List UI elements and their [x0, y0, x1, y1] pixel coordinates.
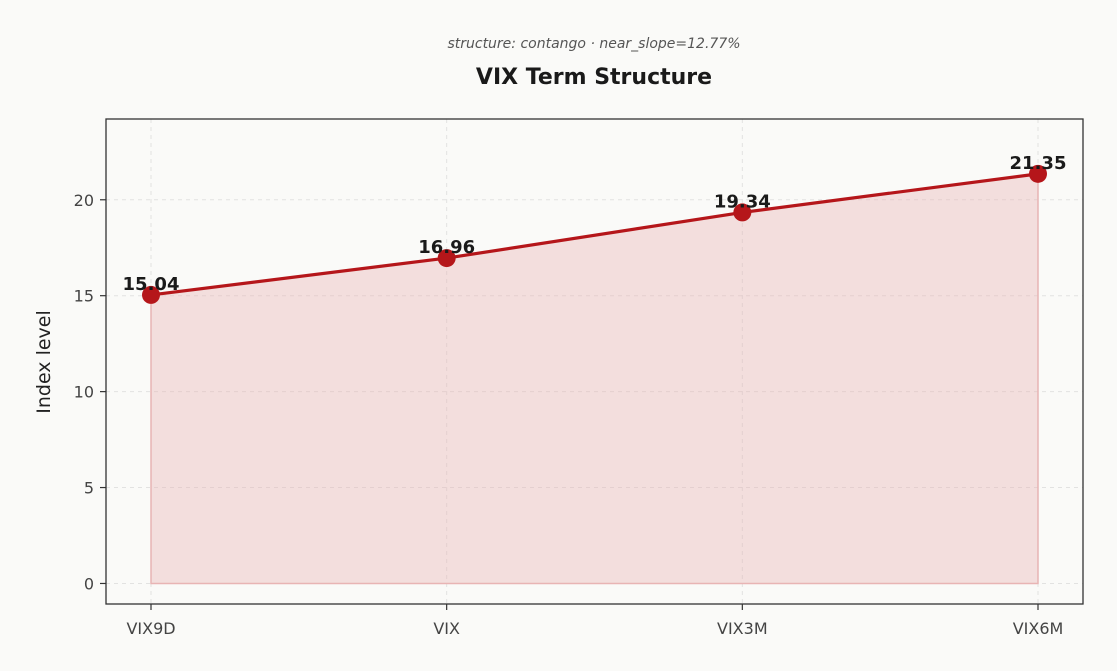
line-layer — [149, 172, 1040, 297]
x-tick-label: VIX9D — [126, 619, 175, 638]
label-layer: 15.04 16.96 19.34 21.35 — [123, 153, 1067, 295]
y-tick-label: 20 — [74, 191, 94, 210]
data-point-marker — [733, 203, 752, 222]
marker-layer — [142, 164, 1047, 304]
plot-frame — [105, 118, 1084, 605]
y-axis-label: Index level — [33, 310, 55, 414]
tick-layer: 0 5 10 15 20 VIX9D VIX VIX3M VIX6M — [74, 191, 1064, 638]
x-tick-label: VIX3M — [717, 619, 768, 638]
series-line — [149, 172, 1040, 297]
data-label: 15.04 — [123, 274, 180, 295]
chart-subtitle: structure: contango · near_slope=12.77% — [447, 36, 740, 52]
y-tick-label: 15 — [74, 287, 94, 306]
data-point-marker — [142, 285, 160, 304]
data-point-marker — [1029, 164, 1047, 183]
data-label: 21.35 — [1010, 153, 1067, 174]
y-tick-label: 0 — [84, 574, 94, 593]
chart-title: VIX Term Structure — [476, 65, 712, 90]
x-tick-label: VIX6M — [1013, 619, 1064, 638]
data-point-marker — [437, 249, 456, 268]
x-tick-label: VIX — [433, 619, 460, 638]
data-label: 19.34 — [714, 191, 771, 212]
y-tick-label: 5 — [84, 479, 94, 498]
data-label: 16.96 — [418, 237, 475, 258]
y-tick-label: 10 — [74, 383, 94, 402]
